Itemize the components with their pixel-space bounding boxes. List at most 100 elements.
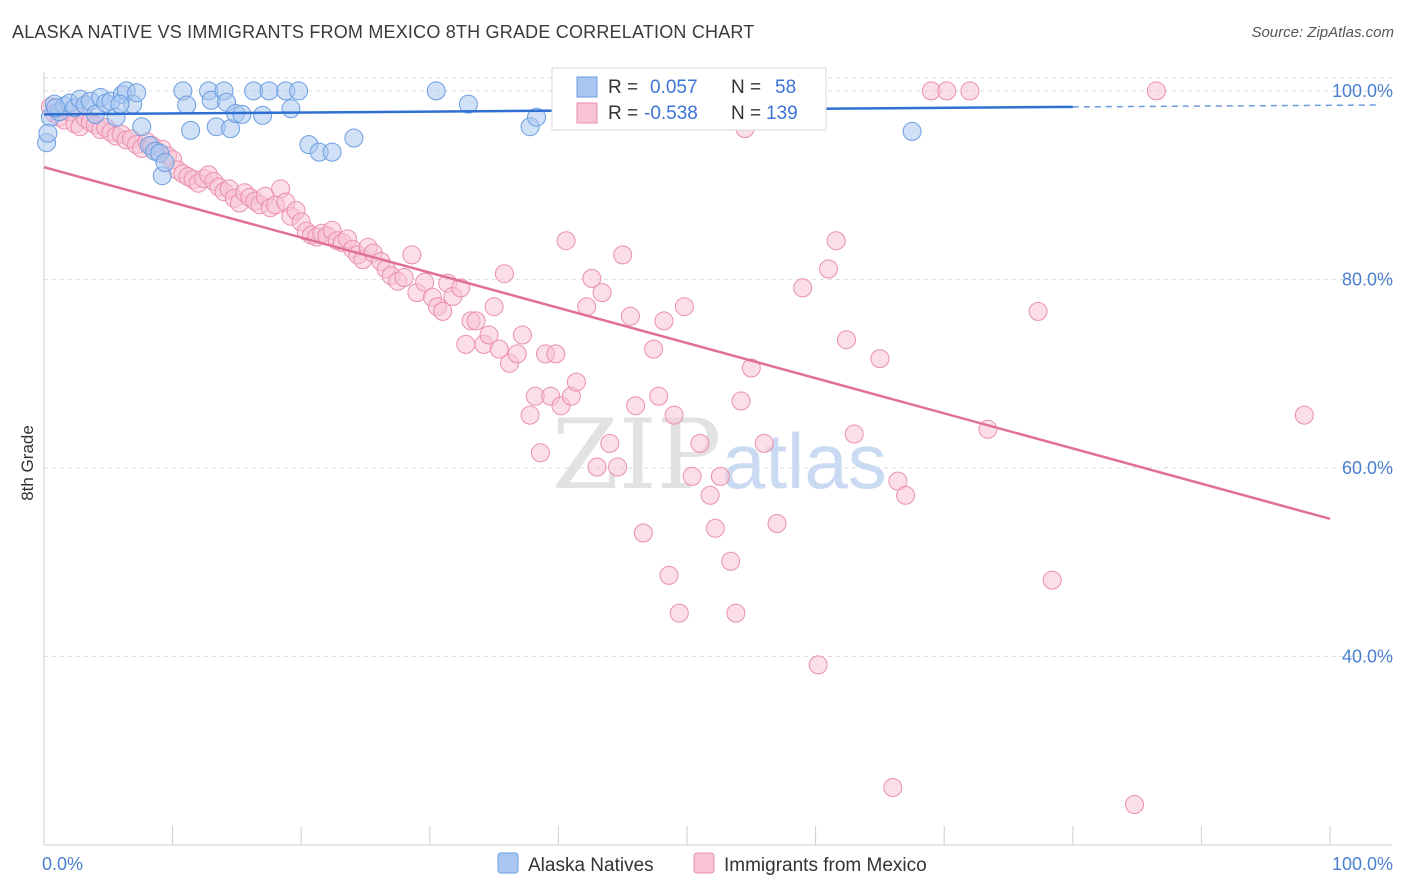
alaska-native-point bbox=[155, 153, 175, 172]
alaska-native-point bbox=[458, 94, 478, 114]
stats-r-value-pink: -0.538 bbox=[644, 103, 698, 124]
mexico-immigrant-point bbox=[608, 457, 628, 477]
alaska-native-point bbox=[132, 117, 152, 137]
mexico-immigrant-point bbox=[566, 372, 586, 392]
mexico-immigrant-point bbox=[669, 603, 689, 623]
alaska-native-point bbox=[281, 99, 301, 119]
mexico-immigrant-point bbox=[654, 311, 674, 331]
alaska-native-point bbox=[177, 95, 197, 115]
alaska-native-point bbox=[322, 142, 342, 162]
alaska-native-point bbox=[110, 94, 130, 114]
mexico-immigrant-point bbox=[530, 443, 550, 463]
x-tick-label-min: 0.0% bbox=[42, 854, 83, 874]
mexico-immigrant-point bbox=[870, 349, 890, 369]
mexico-immigrant-point bbox=[960, 81, 980, 101]
mexico-immigrant-point bbox=[600, 433, 620, 453]
alaska-native-point bbox=[253, 105, 273, 125]
mexico-immigrant-point bbox=[494, 264, 514, 284]
grid-layer bbox=[44, 77, 1392, 657]
mexico-immigrant-point bbox=[826, 231, 846, 251]
alaska-native-point bbox=[232, 104, 252, 124]
alaska-native-point bbox=[46, 98, 66, 118]
legend-swatch-alaska-natives bbox=[497, 852, 519, 874]
stats-n-label-blue: N = bbox=[731, 77, 761, 98]
mexico-immigrant-point bbox=[456, 334, 476, 354]
alaska-native-trendline-extension bbox=[1072, 104, 1381, 108]
stats-r-value-blue: 0.057 bbox=[650, 77, 698, 98]
legend-label-alaska-natives: Alaska Natives bbox=[528, 855, 654, 876]
mexico-immigrant-point bbox=[682, 466, 702, 486]
mexico-immigrant-point bbox=[479, 325, 499, 345]
mexico-immigrant-point bbox=[837, 330, 856, 350]
mexico-immigrant-point bbox=[726, 603, 746, 623]
mexico-immigrant-point bbox=[741, 358, 761, 378]
stats-r-label-pink: R = bbox=[608, 103, 638, 124]
mexico-immigrant-point bbox=[710, 466, 730, 486]
mexico-immigrant-point bbox=[394, 268, 414, 287]
mexico-immigrant-point bbox=[582, 268, 602, 288]
mexico-immigrant-point bbox=[592, 283, 612, 303]
y-tick-label: 80.0% bbox=[1342, 269, 1393, 289]
alaska-native-point bbox=[181, 120, 201, 140]
mexico-immigrant-point bbox=[1294, 405, 1314, 425]
stats-legend: R = 0.057 N = 58 R = -0.538 N = 139 bbox=[551, 67, 827, 131]
mexico-immigrant-point bbox=[512, 325, 532, 345]
mexico-immigrant-point bbox=[1042, 570, 1062, 590]
mexico-immigrant-point bbox=[883, 778, 903, 797]
mexico-immigrant-point bbox=[433, 301, 453, 321]
mexico-immigrant-point bbox=[626, 396, 646, 416]
mexico-immigrant-point bbox=[664, 405, 684, 425]
mexico-immigrant-point bbox=[613, 245, 633, 265]
mexico-immigrant-point bbox=[844, 424, 864, 444]
chart-title: ALASKA NATIVE VS IMMIGRANTS FROM MEXICO … bbox=[12, 22, 755, 42]
mexico-immigrant-point bbox=[620, 306, 640, 326]
axis-layer: 100.0% 80.0% 60.0% 40.0% 0.0% 100.0% bbox=[42, 72, 1393, 874]
stats-legend-swatch-pink bbox=[576, 102, 598, 124]
mexico-immigrant-point bbox=[937, 81, 957, 101]
mexico-immigrant-point bbox=[484, 297, 504, 317]
alaska-native-point bbox=[127, 83, 147, 103]
y-tick-label: 40.0% bbox=[1342, 646, 1393, 666]
mexico-immigrant-point bbox=[649, 386, 669, 406]
stats-n-value-pink: 139 bbox=[766, 103, 798, 124]
mexico-immigrant-point bbox=[1146, 81, 1166, 101]
mexico-immigrant-point bbox=[793, 278, 813, 298]
mexico-immigrant-point bbox=[754, 433, 774, 453]
mexico-immigrant-point bbox=[520, 405, 540, 425]
mexico-immigrant-point bbox=[705, 518, 725, 538]
y-tick-label: 100.0% bbox=[1332, 81, 1393, 101]
mexico-immigrant-point bbox=[767, 514, 787, 533]
mexico-immigrant-point bbox=[1125, 795, 1144, 814]
stats-r-label-blue: R = bbox=[608, 77, 638, 98]
watermark-zip: ZIP bbox=[552, 399, 721, 511]
x-tick-label-max: 100.0% bbox=[1332, 854, 1393, 874]
series-legend: Alaska Natives Immigrants from Mexico bbox=[497, 852, 927, 876]
mexico-immigrant-point bbox=[674, 297, 694, 317]
mexico-immigrant-point bbox=[415, 272, 435, 292]
mexico-immigrant-point bbox=[556, 231, 576, 251]
stats-legend-box bbox=[551, 67, 827, 131]
stats-n-value-blue: 58 bbox=[775, 77, 796, 98]
mexico-immigrant-point bbox=[644, 339, 664, 359]
mexico-immigrant-point bbox=[721, 551, 741, 571]
mexico-immigrant-point bbox=[690, 433, 710, 453]
alaska-native-point bbox=[902, 121, 922, 141]
alaska-native-point bbox=[426, 81, 446, 101]
mexico-immigrant-point bbox=[402, 245, 422, 265]
alaska-native-point bbox=[38, 123, 58, 143]
mexico-immigrant-point bbox=[808, 655, 828, 675]
mexico-immigrant-point bbox=[507, 344, 527, 364]
legend-label-immigrants-mexico: Immigrants from Mexico bbox=[724, 855, 927, 876]
mexico-immigrant-point bbox=[819, 259, 838, 279]
mexico-immigrant-point bbox=[633, 523, 653, 543]
alaska-native-point bbox=[527, 107, 546, 127]
y-tick-label: 60.0% bbox=[1342, 458, 1393, 478]
mexico-immigrant-point bbox=[896, 485, 916, 505]
mexico-immigrant-point bbox=[659, 565, 679, 585]
mexico-immigrant-point bbox=[587, 457, 607, 477]
mexico-immigrant-point bbox=[731, 391, 751, 411]
mexico-immigrant-point bbox=[489, 339, 509, 359]
mexico-immigrant-point bbox=[1028, 301, 1048, 321]
mexico-immigrant-point bbox=[466, 311, 486, 331]
